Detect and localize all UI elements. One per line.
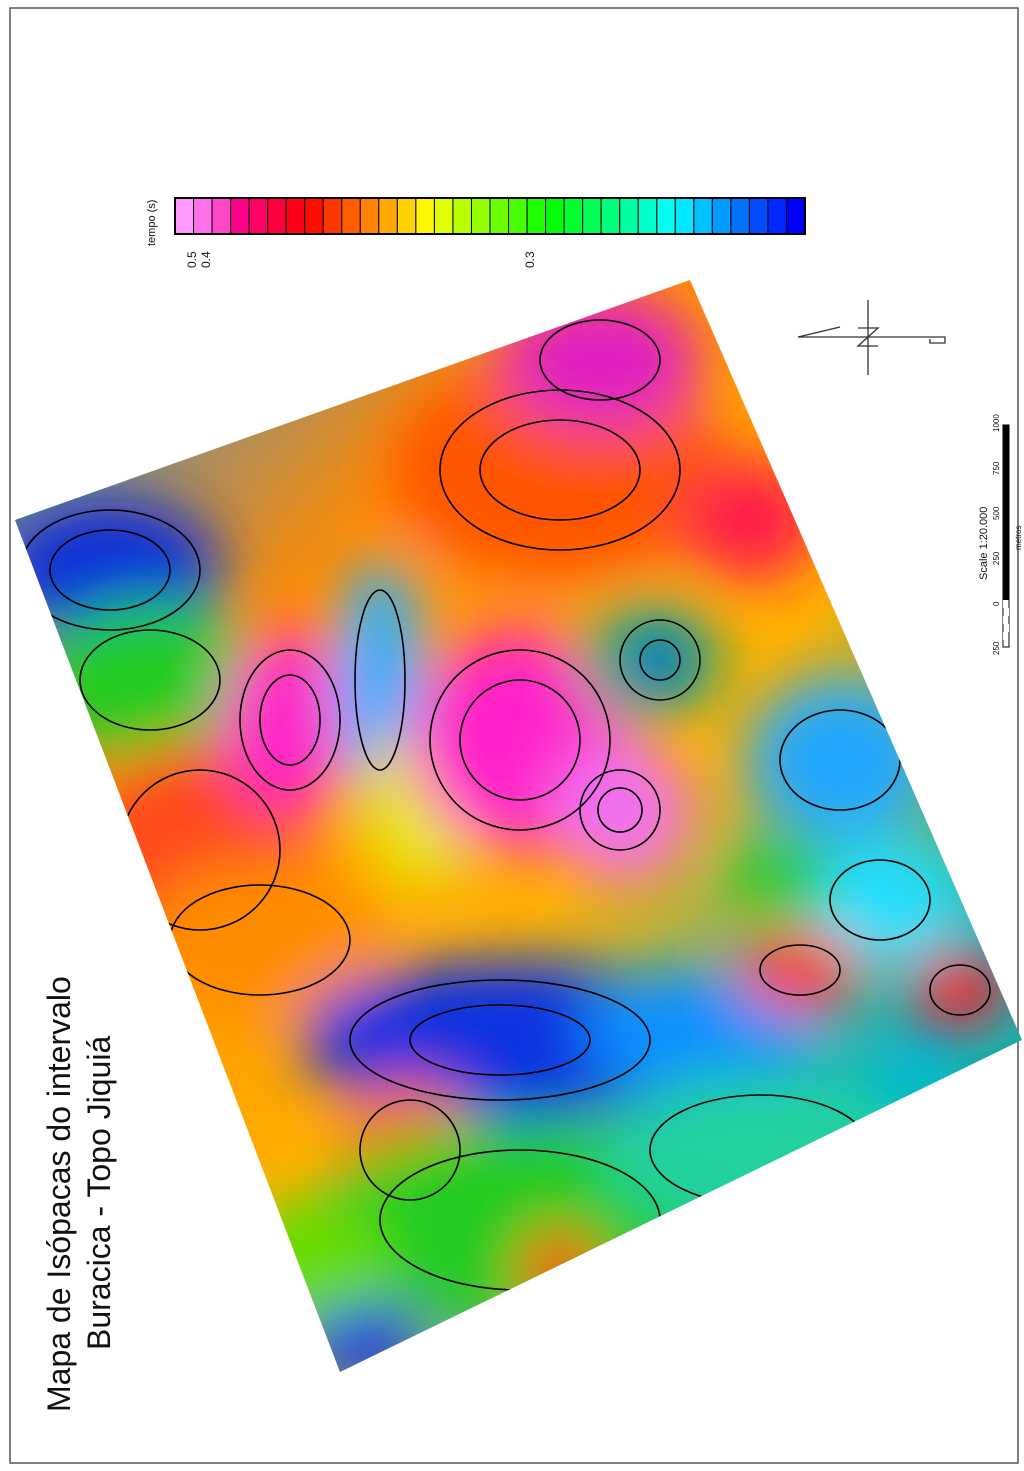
colorbar-swatch (286, 198, 305, 234)
scale-tick: 0 (992, 601, 1001, 606)
colorbar-swatch (620, 198, 639, 234)
title-line2: Buracica - Topo Jiquiá (81, 1036, 117, 1350)
colorbar-swatch (749, 198, 768, 234)
colorbar-swatch (175, 198, 194, 234)
scale-tick: 750 (992, 461, 1001, 475)
colorbar-swatch (231, 198, 250, 234)
colorbar-swatch (397, 198, 416, 234)
colorbar-swatch (212, 198, 231, 234)
colorbar-swatch (546, 198, 565, 234)
colorbar-swatch (360, 198, 379, 234)
colorbar-swatch (490, 198, 509, 234)
colorbar-swatch (305, 198, 324, 234)
north-arrow (798, 300, 945, 375)
colorbar-swatch (323, 198, 342, 234)
colorbar-swatch (768, 198, 787, 234)
colorbar-swatch (601, 198, 620, 234)
colorbar-swatch (434, 198, 453, 234)
colorbar-swatch (453, 198, 472, 234)
colorbar-swatch (379, 198, 398, 234)
colorbar-swatch (249, 198, 268, 234)
colorbar-swatch (786, 198, 805, 234)
colorbar-swatch (194, 198, 213, 234)
colorbar-swatch (638, 198, 657, 234)
scale-tick: 500 (992, 506, 1001, 520)
scale-unit: metros (1014, 526, 1023, 550)
legend-tick: 0.4 (199, 251, 213, 268)
colorbar-swatch (509, 198, 528, 234)
scale-title: Scale 1:20.000 (978, 507, 990, 580)
colorbar-swatch (657, 198, 676, 234)
colorbar-swatch (583, 198, 602, 234)
colorbar-swatch (694, 198, 713, 234)
isopach-map (0, 250, 1024, 1400)
title-line1: Mapa de Isópacas do intervalo (41, 976, 77, 1412)
scale-tick: 250 (992, 641, 1001, 655)
colorbar-swatch (471, 198, 490, 234)
colorbar-swatch (416, 198, 435, 234)
colorbar-swatch (268, 198, 287, 234)
scale-bar (1003, 425, 1009, 647)
colorbar-swatch (564, 198, 583, 234)
legend-tick: 0.3 (523, 251, 537, 268)
page: Mapa de Isópacas do intervalo Buracica -… (0, 0, 1024, 1471)
scale-tick: 1000 (992, 414, 1001, 432)
colorbar-swatch (342, 198, 361, 234)
colorbar-swatch (675, 198, 694, 234)
legend-label: tempo (s) (146, 200, 158, 246)
colorbar-swatch (527, 198, 546, 234)
scale-tick: 250 (992, 551, 1001, 565)
colorbar-swatch (712, 198, 731, 234)
legend-tick: 0.5 (185, 251, 199, 268)
colorbar (175, 198, 805, 234)
colorbar-swatch (731, 198, 750, 234)
